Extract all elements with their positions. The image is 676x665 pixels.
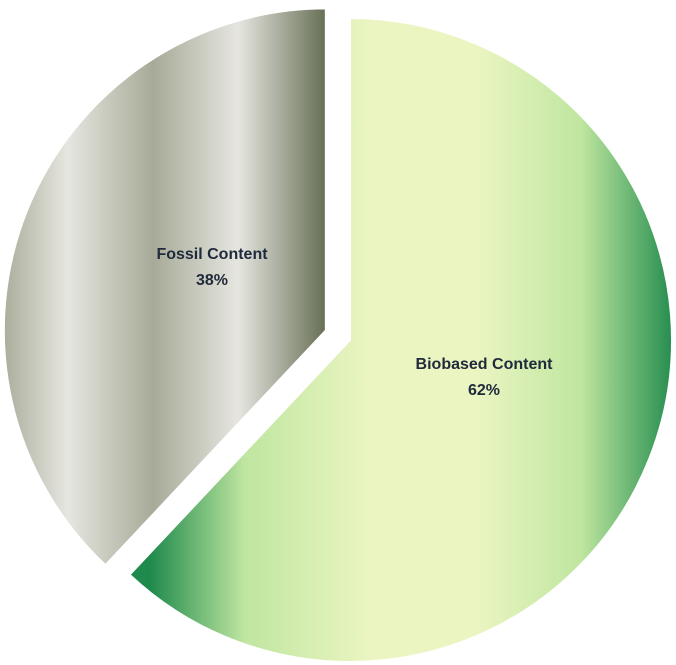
slice-label-biobased-content: Biobased Content (416, 356, 554, 373)
pie-slice-biobased-content (128, 16, 673, 663)
pie-slice-fossil-content (2, 7, 327, 567)
slice-value-biobased-content: 62% (468, 382, 500, 399)
slice-label-fossil-content: Fossil Content (156, 246, 268, 263)
slice-value-fossil-content: 38% (196, 272, 228, 289)
